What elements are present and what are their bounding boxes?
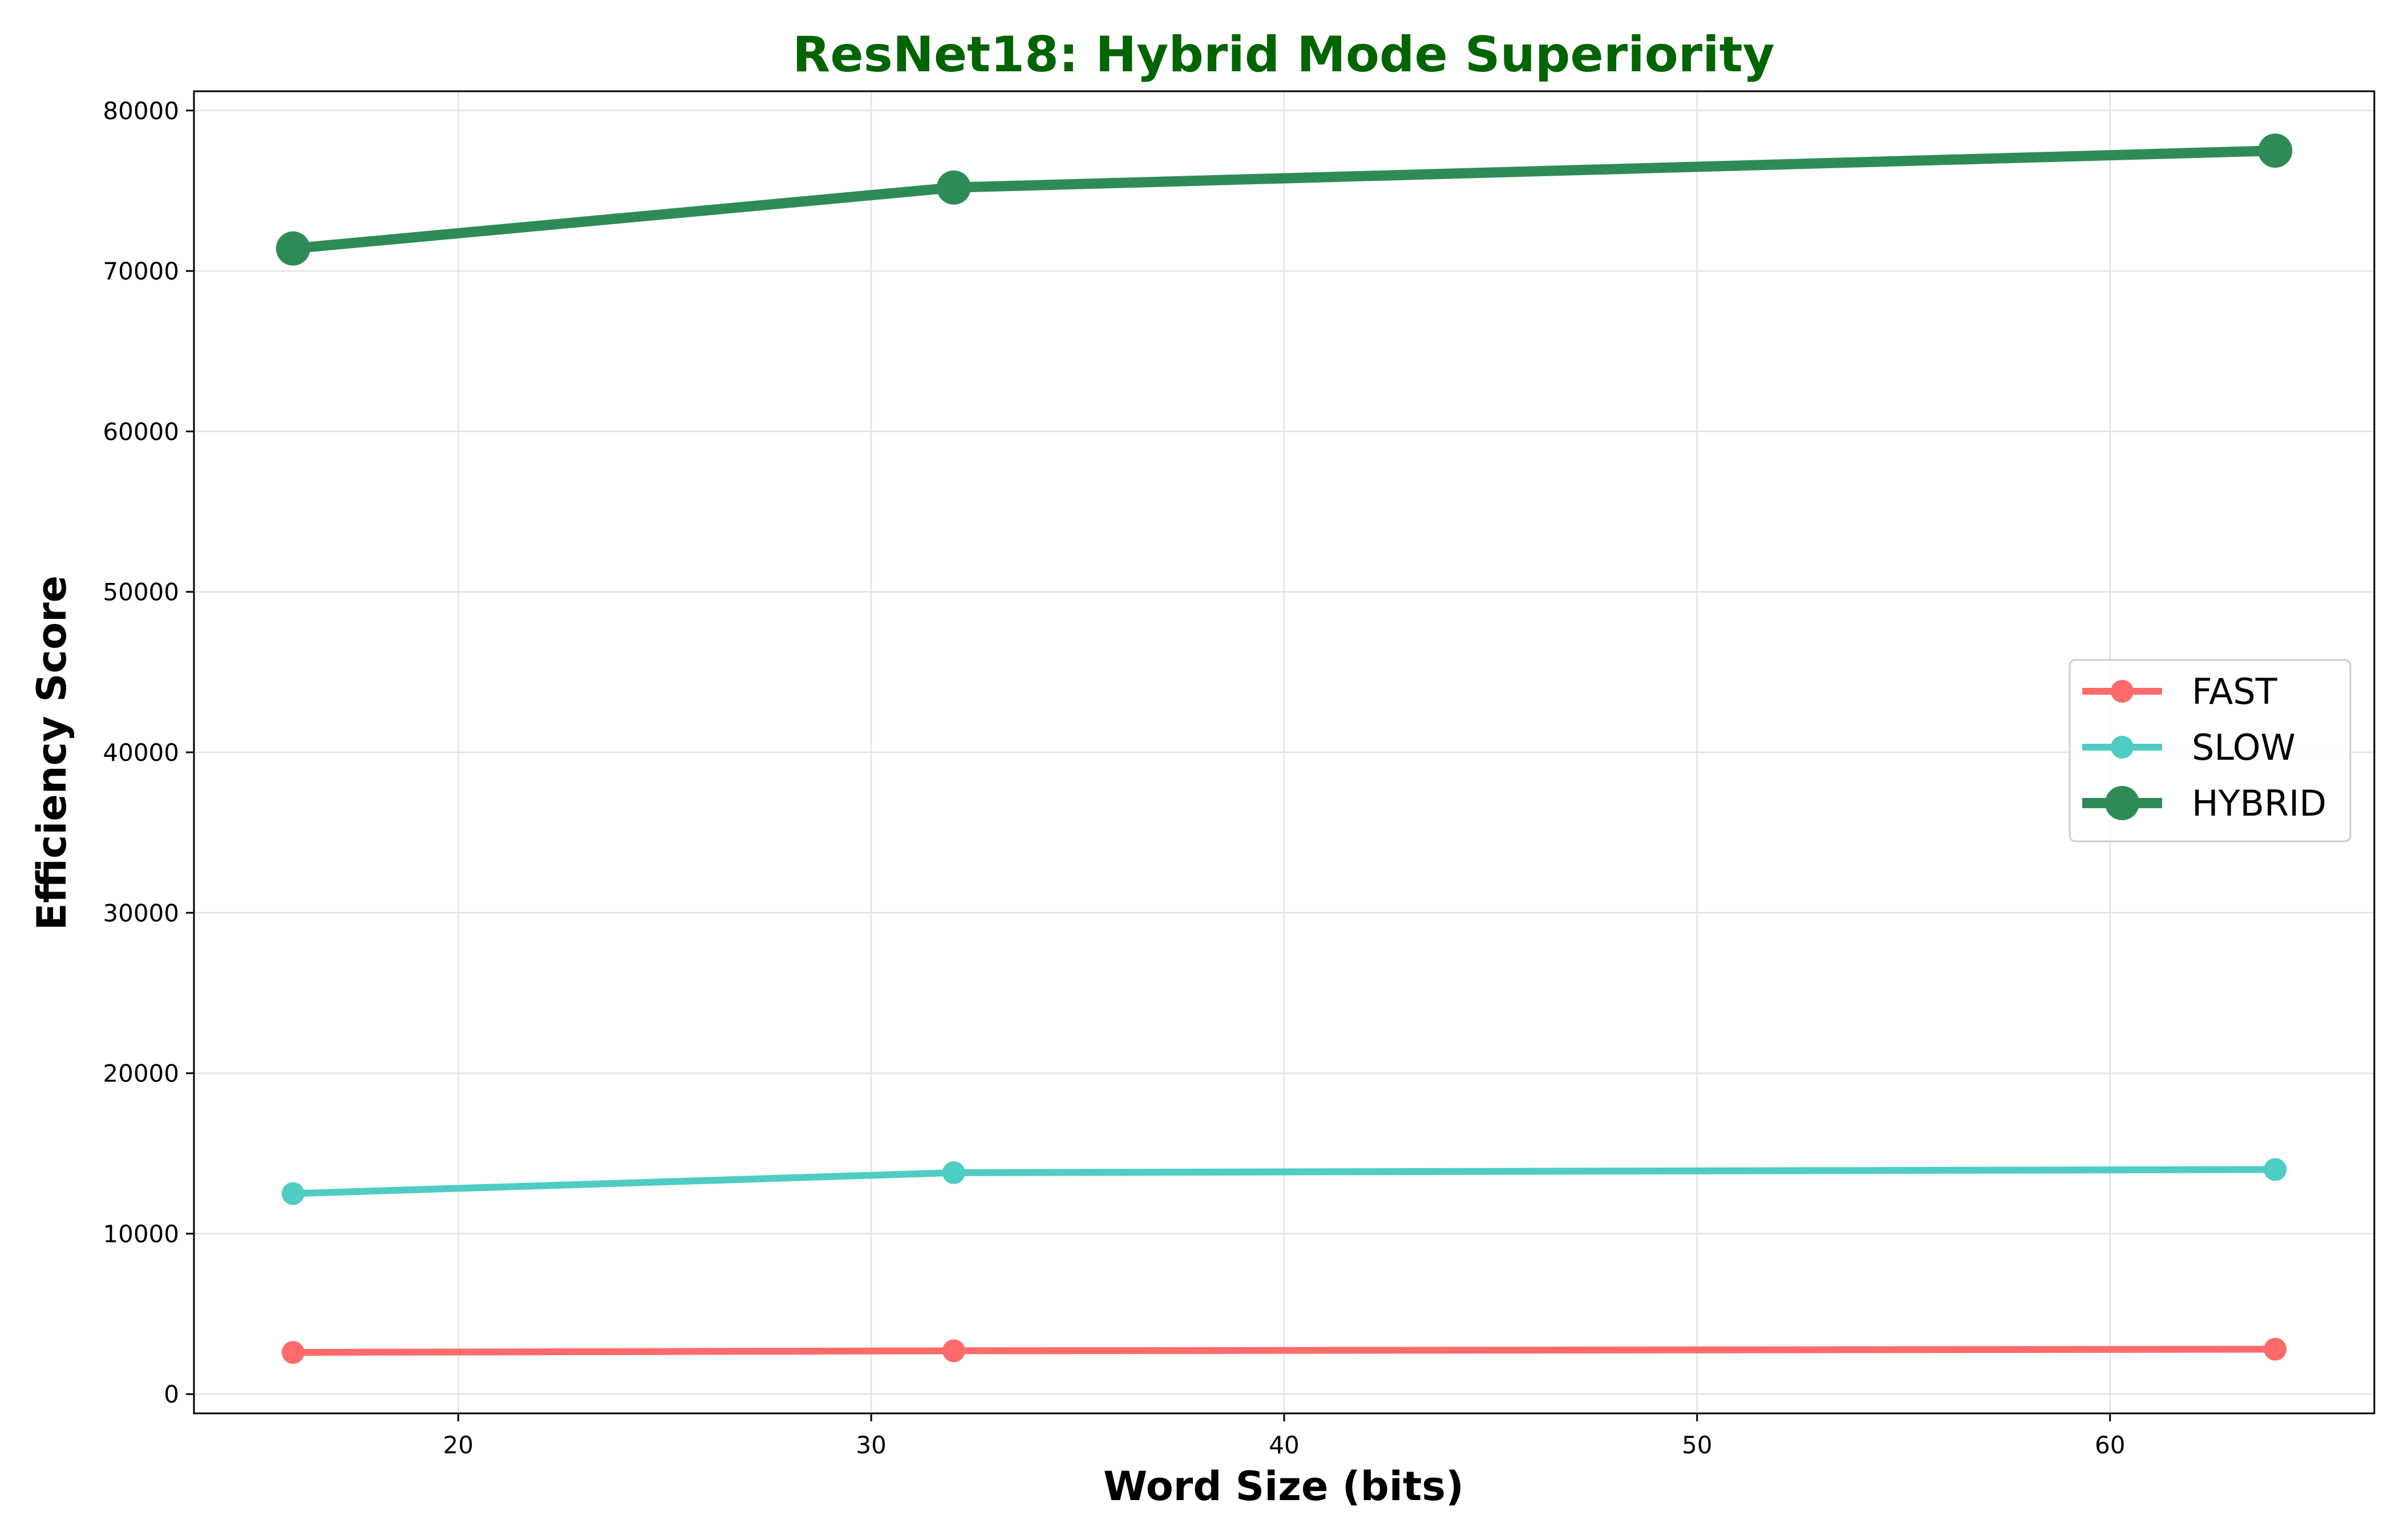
- legend-label-slow: SLOW: [2192, 727, 2296, 768]
- legend-label-fast: FAST: [2192, 671, 2278, 712]
- y-tick-label: 60000: [103, 418, 179, 445]
- legend-box: [2069, 659, 2352, 842]
- x-axis-ticks: 20 30 40 50 60: [443, 1413, 2125, 1459]
- y-tick-label: 30000: [103, 899, 179, 927]
- series-lines: [276, 133, 2293, 1364]
- x-tick-label: 20: [443, 1431, 473, 1459]
- hybrid-data-point: [936, 170, 971, 205]
- x-tick-label: 40: [1269, 1431, 1299, 1459]
- x-tick-label: 60: [2095, 1431, 2125, 1459]
- hybrid-data-point: [2258, 133, 2293, 168]
- slow-data-point: [942, 1161, 965, 1185]
- legend-entries: FAST SLOW HYBRID: [2082, 671, 2326, 824]
- chart-title: ResNet18: Hybrid Mode Superiority: [792, 26, 1775, 83]
- slow-data-point: [281, 1182, 305, 1205]
- fast-data-point: [2264, 1338, 2287, 1361]
- legend-marker-fast: [2111, 680, 2134, 703]
- x-axis-label: Word Size (bits): [1103, 1463, 1464, 1510]
- grid-lines: [194, 91, 2374, 1413]
- legend-marker-slow: [2111, 736, 2134, 759]
- fast-data-point: [281, 1341, 305, 1364]
- slow-data-point: [2264, 1158, 2287, 1181]
- fast-data-point: [942, 1339, 965, 1363]
- y-axis-ticks: 0 10000 20000 30000 40000 50000 60000 70000 8000…: [103, 97, 194, 1408]
- x-tick-label: 30: [856, 1431, 886, 1459]
- legend-label-hybrid: HYBRID: [2192, 783, 2326, 824]
- hybrid-data-point: [276, 231, 310, 266]
- y-tick-label: 50000: [103, 578, 179, 606]
- y-tick-label: 70000: [103, 257, 179, 285]
- legend-marker-hybrid: [2105, 786, 2139, 820]
- legend: FAST SLOW HYBRID: [2069, 659, 2352, 842]
- y-axis-label: Efficiency Score: [29, 576, 75, 930]
- y-tick-label: 40000: [103, 739, 179, 767]
- y-tick-label: 20000: [103, 1060, 179, 1088]
- y-tick-label: 10000: [103, 1220, 179, 1248]
- y-tick-label: 80000: [103, 97, 179, 125]
- x-tick-label: 50: [1682, 1431, 1712, 1459]
- y-tick-label: 0: [164, 1380, 179, 1408]
- fast-series-line: [289, 1346, 2279, 1356]
